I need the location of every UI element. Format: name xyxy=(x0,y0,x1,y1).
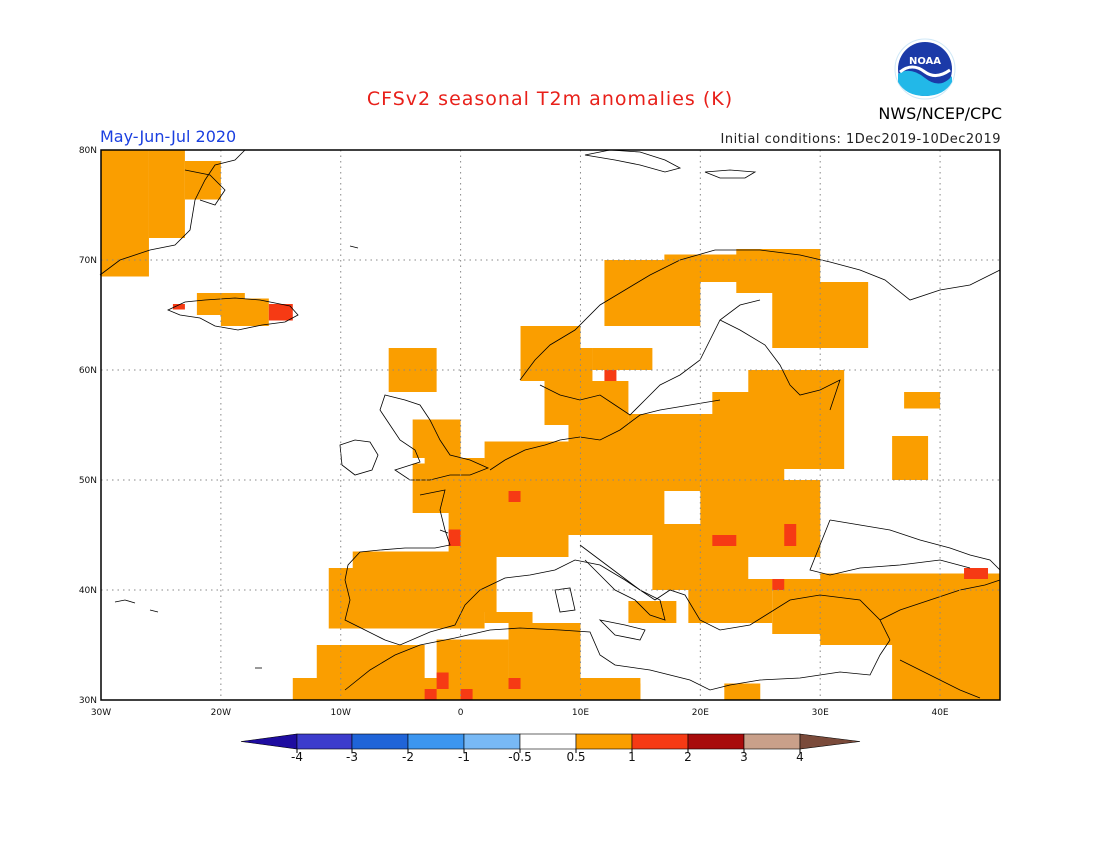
lon-tick-label: 30E xyxy=(812,708,829,718)
anomaly-cell-hot xyxy=(448,529,461,546)
logo-text: NOAA xyxy=(909,56,941,67)
anomaly-cell-warm xyxy=(220,298,269,326)
anomaly-cell-warm xyxy=(148,150,185,238)
anomaly-cell-warm xyxy=(592,348,653,370)
anomaly-cell-hot xyxy=(424,689,437,700)
lat-tick-label: 60N xyxy=(79,366,97,376)
map-frame xyxy=(100,149,1001,701)
colorbar-label: 3 xyxy=(740,750,748,764)
anomaly-cell-warm xyxy=(736,502,821,557)
anomaly-cell-hot xyxy=(436,672,449,689)
anomaly-cell-hot xyxy=(604,370,617,381)
lon-tick-label: 40E xyxy=(931,708,948,718)
anomaly-cell-hot xyxy=(784,524,797,546)
lat-tick-label: 30N xyxy=(79,696,97,706)
anomaly-cell-warm xyxy=(748,370,845,403)
lat-tick-label: 80N xyxy=(79,146,97,156)
anomaly-cell-hot xyxy=(964,568,989,579)
lon-tick-label: 10E xyxy=(572,708,589,718)
lon-tick-label: 0 xyxy=(458,708,464,718)
anomaly-cell-warm xyxy=(628,601,677,623)
coastlines xyxy=(99,149,1001,699)
anomaly-cell-warm xyxy=(508,623,581,678)
anomaly-cell-warm xyxy=(772,403,845,469)
gridlines xyxy=(101,150,1000,700)
lon-tick-label: 20E xyxy=(692,708,709,718)
anomaly-cell-warm xyxy=(544,381,629,425)
lon-tick-label: 10W xyxy=(331,708,351,718)
colorbar-label: 4 xyxy=(796,750,804,764)
forecast-period: May-Jun-Jul 2020 xyxy=(100,127,237,146)
anomaly-cell-hot xyxy=(508,491,521,502)
anomaly-cell-warm xyxy=(436,639,509,678)
agency-label: NWS/NCEP/CPC xyxy=(878,104,1002,123)
colorbar-label: 1 xyxy=(628,750,636,764)
anomaly-cell-warm xyxy=(436,557,497,612)
anomaly-cell-hot xyxy=(172,304,185,310)
chart-title: CFSv2 seasonal T2m anomalies (K) xyxy=(366,88,734,110)
colorbar-label: -4 xyxy=(291,750,303,764)
anomaly-cell-warm xyxy=(388,348,437,392)
anomaly-cell-hot xyxy=(712,535,737,546)
anomaly-cell-hot xyxy=(772,579,785,590)
colorbar-label: -3 xyxy=(346,750,358,764)
anomaly-cell-hot xyxy=(508,678,521,689)
anomaly-cell-warm xyxy=(688,579,773,623)
colorbar-label: -0.5 xyxy=(508,750,532,764)
anomaly-cell-warm xyxy=(520,326,581,348)
anomaly-cell-warm xyxy=(724,683,761,700)
anomaly-cell-warm xyxy=(604,683,641,700)
axis-ticks: 30W 20W 10W 0 10E 20E 30E 40E 80N 70N 60N 50N 40N 30N xyxy=(79,146,949,718)
noaa-logo-icon: NOAA xyxy=(894,38,956,100)
colorbar-label: -2 xyxy=(402,750,414,764)
anomaly-cell-warm xyxy=(904,392,941,409)
anomaly-cell-warm xyxy=(101,150,149,277)
initial-conditions: Initial conditions: 1Dec2019-10Dec2019 xyxy=(720,132,1001,147)
lat-tick-label: 40N xyxy=(79,586,97,596)
lon-tick-label: 20W xyxy=(211,708,231,718)
anomaly-cell-warm xyxy=(484,612,533,623)
anomaly-cell-warm xyxy=(412,463,557,513)
colorbar-label: -1 xyxy=(458,750,470,764)
anomaly-cell-warm xyxy=(940,579,1000,612)
anomaly-cells xyxy=(101,150,1000,700)
colorbar-label: 0.5 xyxy=(566,750,586,764)
colorbar-label: 2 xyxy=(684,750,692,764)
anomaly-cell-warm xyxy=(892,436,929,480)
anomaly-cell-warm xyxy=(412,419,461,458)
lat-tick-label: 50N xyxy=(79,476,97,486)
anomaly-cell-warm xyxy=(316,645,425,689)
anomaly-cell-hot xyxy=(460,689,473,700)
anomaly-cell-warm xyxy=(892,634,1000,700)
anomaly-cell-warm xyxy=(328,568,377,629)
anomaly-cell-hot xyxy=(268,304,293,321)
lat-tick-label: 70N xyxy=(79,256,97,266)
lon-tick-label: 30W xyxy=(91,708,111,718)
